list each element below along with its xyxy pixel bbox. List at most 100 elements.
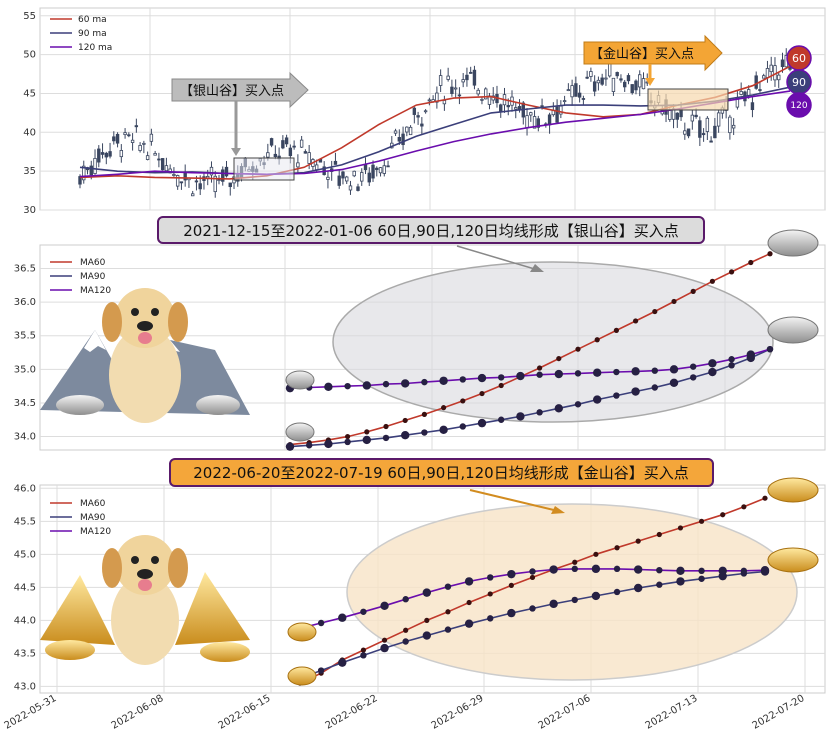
candle-body [348,185,353,191]
bot-xtick-label: 2022-06-29 [430,693,486,732]
candle-body [416,115,420,118]
candle-body [401,133,405,146]
bot-point [740,567,748,575]
gold-banner-text: 2022-06-20至2022-07-19 60日,90日,120日均线形成【金… [193,464,688,482]
bot-point [464,577,474,586]
candle-body [611,77,616,92]
bot-point [444,583,452,590]
candle-body [149,133,154,142]
bot-x-axis: 2022-05-31 2022-06-08 2022-06-15 2022-06-22… [3,693,807,732]
bot-point [614,545,620,551]
bot-point [380,601,389,611]
candle-body [472,69,477,86]
candle-body [634,80,638,91]
candle-body [100,152,105,155]
mid-point [345,433,351,440]
candle-body [596,79,601,84]
candle-body [142,142,146,145]
candle-body [762,75,766,79]
candle-body [754,75,758,89]
bot-pointer-arrow [469,489,559,512]
top-ytick-label: 35 [23,166,36,177]
candle-body [716,112,721,127]
candle-body [397,137,402,142]
mid-point [441,405,447,411]
bot-point [360,652,367,659]
mid-point [708,367,717,377]
candle-body [540,105,544,108]
candle-body [420,123,424,127]
candle-body [326,176,330,180]
candle-body [529,112,533,116]
dog-mountain-illustration [40,288,250,423]
candle-body [209,166,214,176]
bot-ma-lines [295,495,770,686]
bot-point [338,613,347,622]
bot-point [656,531,662,538]
candle-body [194,180,199,183]
top-ytick-label: 55 [23,11,36,22]
candle-body [405,126,409,133]
mid-point [362,435,371,445]
candle-body [705,117,710,132]
mid-point [554,369,563,379]
bot-point [422,631,432,640]
mid-point [671,298,677,305]
mid-point [477,418,487,428]
mid-point [537,365,543,371]
candle-body [179,181,184,184]
silver-callout: 【银山谷】买入点 [171,71,309,156]
candle-body [153,153,157,156]
candle-body [337,175,341,186]
dog-gold-illustration [40,535,250,665]
badge-120-label: 120 [790,101,807,111]
candle-body [367,172,371,183]
top-y-axis: 30 35 40 45 50 55 [23,11,36,216]
ma-badges: 60 90 120 [786,45,812,118]
bot-ytick-label: 45.0 [14,549,36,560]
candle-body [694,114,698,118]
bot-point [507,569,516,579]
bot-point [656,566,663,574]
bot-point [591,591,601,601]
bot-ytick-label: 44.0 [14,615,36,626]
candle-body [468,71,473,74]
mid-ytick-label: 35.5 [14,331,36,342]
candle-body [555,106,559,123]
candle-body [589,71,593,77]
bot-xtick-label: 2022-06-08 [110,693,166,732]
mid-point [383,423,389,430]
candle-body [480,98,484,101]
candle-body [739,91,743,95]
top-legend-ma120: 120 ma [78,43,112,53]
mid-point [613,368,620,376]
candle-body [675,112,680,120]
mid-point [728,356,735,363]
silver-valley-chart: 34.0 34.5 35.0 35.5 36.0 36.5 MA60 MA90 MA120 [14,229,826,451]
top-ytick-label: 40 [23,127,36,138]
mid-point [516,412,525,421]
candle-body [175,175,180,187]
candle-body [93,157,97,174]
bot-point [487,574,494,581]
bot-point [317,667,325,674]
mid-point [669,378,679,387]
bot-xtick-label: 2022-05-31 [3,693,59,732]
bot-point [762,495,768,501]
mid-point [631,367,640,376]
mid-ytick-label: 34.0 [14,432,36,443]
candle-body [333,160,338,165]
candle-body [769,64,773,73]
mid-point [460,398,466,404]
candle-body [127,134,131,137]
bot-ytick-label: 43.5 [14,648,36,659]
bot-point [464,619,474,628]
candle-body [581,98,586,100]
candle-body [566,89,571,92]
mid-point [594,337,600,343]
mid-ytick-label: 35.0 [14,364,36,375]
mid-point [574,401,582,408]
candle-body [626,75,631,82]
top-ytick-label: 45 [23,88,36,99]
mid-point [498,416,505,423]
